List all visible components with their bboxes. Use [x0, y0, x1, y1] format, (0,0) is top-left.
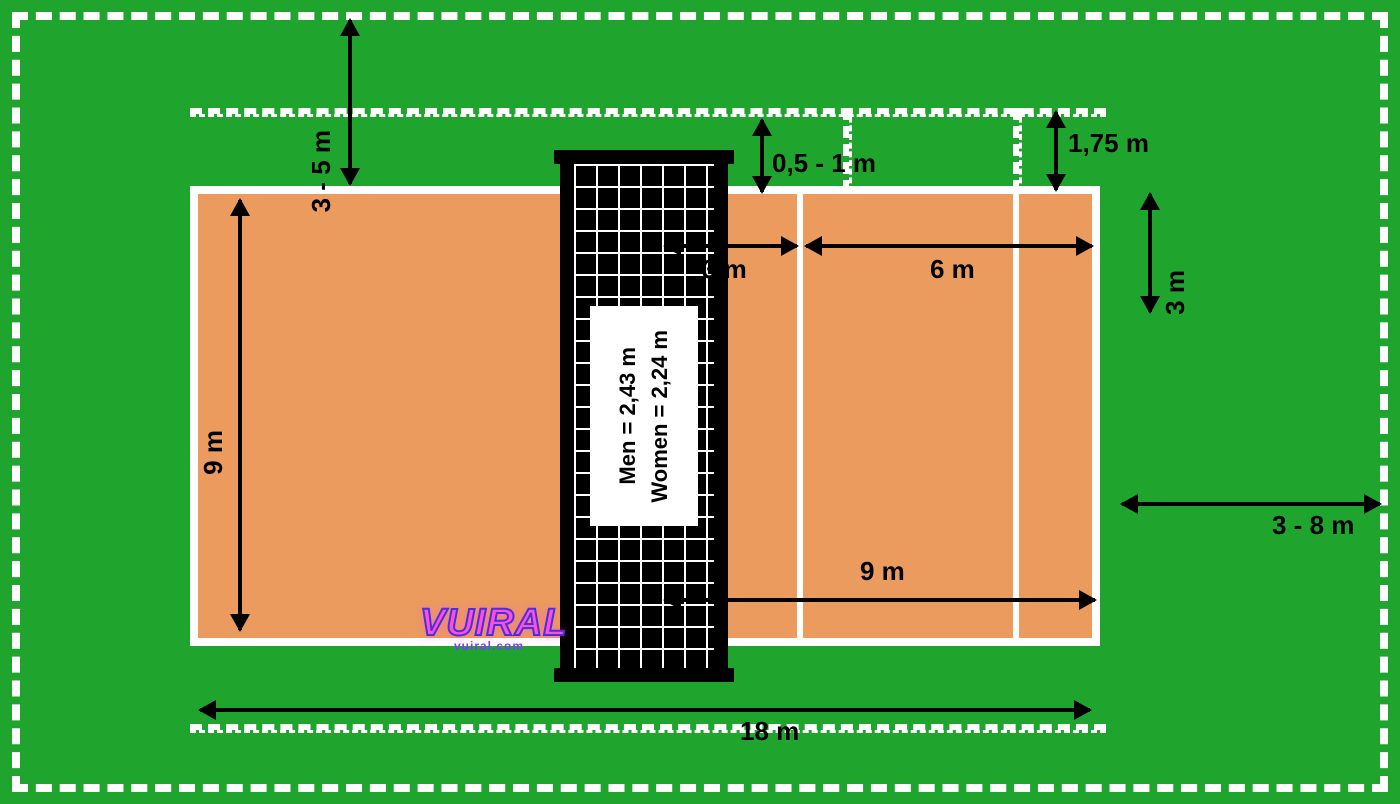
- label-free-zone-side: 3 - 5 m: [306, 130, 337, 212]
- arrow-half-length-9m: [665, 590, 1095, 610]
- watermark-text: VUIRAL: [420, 602, 567, 644]
- sideline-ext-bottom: [190, 724, 1106, 733]
- arrow-full-length-18m: [200, 700, 1090, 720]
- net-height-women: Women = 2,24 m: [647, 330, 673, 503]
- net-height-label: Men = 2,43 m Women = 2,24 m: [590, 306, 698, 526]
- net-pole-bottom: [554, 668, 734, 682]
- label-service-tick-3m: 3 m: [1160, 270, 1191, 315]
- service-zone-dash-2: [1013, 108, 1022, 192]
- arrow-court-width-9m: [230, 200, 250, 630]
- label-court-width-9m: 9 m: [198, 430, 229, 475]
- arrow-free-zone-side: [340, 20, 360, 184]
- service-short-line: [1013, 194, 1019, 638]
- label-net-pole-setback: 0,5 - 1 m: [772, 148, 876, 179]
- label-attack-3m: 3 m: [702, 254, 747, 285]
- label-free-zone-end: 3 - 8 m: [1272, 510, 1354, 541]
- arrow-back-6m: [806, 236, 1092, 256]
- label-back-6m: 6 m: [930, 254, 975, 285]
- sideline-ext-top: [190, 108, 1106, 117]
- net-pole-top: [554, 150, 734, 164]
- net-height-men: Men = 2,43 m: [615, 347, 641, 485]
- label-service-1_75: 1,75 m: [1068, 128, 1149, 159]
- diagram-stage: Men = 2,43 m Women = 2,24 m 3 - 5 m 0,5 …: [0, 0, 1400, 804]
- arrow-service-tick-3m: [1140, 194, 1160, 312]
- arrow-net-pole-setback: [752, 120, 772, 192]
- arrow-service-1_75: [1046, 112, 1066, 190]
- watermark-logo: VUIRAL vuiral.com: [420, 602, 567, 653]
- arrow-attack-3m: [665, 236, 797, 256]
- label-full-length-18m: 18 m: [740, 716, 799, 747]
- label-half-length-9m: 9 m: [860, 556, 905, 587]
- attack-line-right: [797, 194, 803, 638]
